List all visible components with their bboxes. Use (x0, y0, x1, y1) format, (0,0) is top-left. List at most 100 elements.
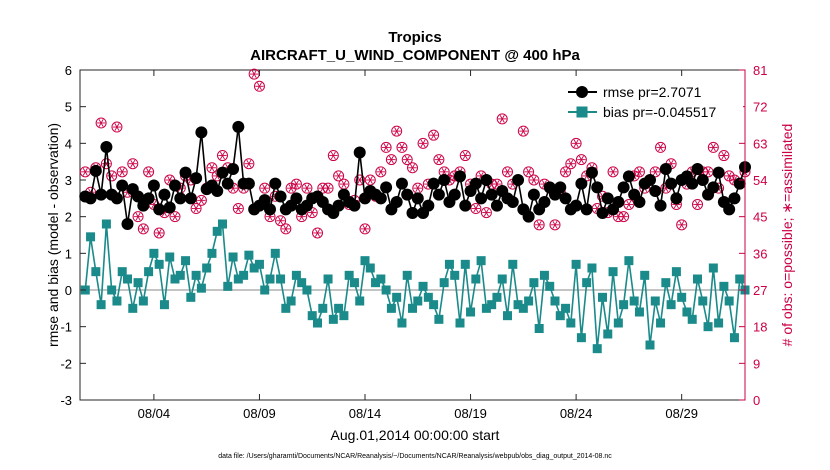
obs-assimilated-point (339, 180, 349, 188)
bias-point (508, 259, 518, 269)
obs-assimilated-point (608, 167, 618, 176)
bias-point (123, 274, 132, 284)
legend-bias-label: bias pr=-0.045517 (603, 104, 716, 120)
rmse-point (601, 192, 614, 205)
bias-point (239, 270, 249, 280)
rmse-point (480, 174, 493, 186)
bias-point (444, 259, 454, 269)
obs-assimilated-point (234, 204, 243, 213)
obs-assimilated-point (144, 167, 153, 176)
obs-assimilated-point (482, 208, 491, 217)
obs-possible-point (533, 219, 545, 231)
bias-point (376, 274, 386, 284)
bias-point (561, 303, 571, 313)
bias-point (392, 292, 402, 302)
bias-point (450, 270, 460, 280)
obs-possible-point (459, 150, 471, 162)
obs-possible-point (100, 158, 112, 170)
bias-point (703, 322, 713, 332)
rmse-point (469, 177, 482, 190)
obs-assimilated-point (550, 220, 560, 229)
obs-possible-point (253, 80, 265, 92)
bias-point (175, 270, 185, 280)
bias-point (497, 274, 507, 284)
y2-tick-label: 81 (753, 63, 767, 78)
rmse-point (649, 185, 662, 197)
obs-possible-point (417, 137, 429, 149)
obs-possible-point (433, 154, 445, 166)
bias-point (418, 281, 428, 291)
bias-point (624, 256, 634, 266)
obs-possible-point (707, 141, 719, 153)
x-tick-label: 08/24 (560, 406, 593, 421)
obs-possible-point (623, 198, 635, 210)
bias-point (534, 324, 544, 333)
rmse-point (707, 181, 720, 194)
obs-assimilated-point (693, 200, 702, 209)
rmse-point (227, 163, 240, 175)
rmse-point (132, 190, 145, 203)
y-tick-label: 6 (65, 63, 72, 78)
bias-point (344, 270, 354, 280)
bias-point (524, 296, 534, 306)
obs-possible-point (570, 137, 582, 149)
rmse-point (728, 192, 741, 205)
obs-possible-point (470, 203, 482, 215)
rmse-point (390, 196, 403, 208)
obs-assimilated-point (207, 163, 217, 172)
obs-possible-point (132, 211, 144, 223)
rmse-point (490, 199, 503, 212)
bias-point (592, 344, 602, 354)
rmse-point (506, 196, 519, 208)
bias-point (96, 300, 106, 310)
rmse-point (554, 181, 567, 194)
plot-area (79, 69, 746, 401)
bias-point (518, 303, 528, 313)
x-axis-label: Aug.01,2014 00:00:00 start (331, 427, 500, 443)
rmse-point (570, 199, 583, 212)
bias-point (144, 267, 154, 277)
obs-assimilated-point (313, 229, 322, 237)
rmse-point (110, 192, 123, 205)
bias-point (539, 270, 549, 280)
bias-point (682, 307, 692, 317)
obs-assimilated-point (434, 155, 444, 164)
obs-assimilated-point (624, 200, 634, 209)
bias-point (101, 219, 111, 229)
bias-point (408, 303, 417, 313)
obs-possible-point (607, 166, 619, 178)
rmse-point (406, 207, 419, 219)
obs-assimilated-point (408, 163, 417, 172)
bias-point (603, 329, 613, 339)
obs-assimilated-point (329, 151, 338, 160)
rmse-point (147, 179, 160, 192)
obs-assimilated-point (81, 167, 90, 176)
bias-point (254, 259, 264, 269)
x-tick-label: 08/29 (665, 406, 698, 421)
rmse-point (633, 196, 646, 208)
bias-point (629, 296, 639, 306)
bias-point (471, 274, 481, 284)
rmse-point (559, 192, 572, 205)
rmse-point (691, 163, 704, 175)
rmse-point (591, 181, 604, 194)
obs-assimilated-point (366, 176, 375, 184)
bias-point (439, 278, 449, 288)
bias-point (619, 300, 629, 310)
obs-possible-point (380, 141, 392, 153)
rmse-point (380, 181, 393, 194)
bias-point (656, 318, 666, 328)
obs-assimilated-point (286, 184, 296, 193)
rmse-point (422, 199, 435, 212)
obs-assimilated-point (191, 204, 201, 213)
obs-assimilated-point (651, 167, 660, 176)
obs-possible-point (206, 162, 218, 174)
bias-point (191, 270, 201, 280)
rmse-point (242, 177, 255, 190)
y2-tick-label: 36 (753, 246, 767, 261)
obs-possible-point (354, 174, 366, 186)
obs-assimilated-point (656, 143, 665, 152)
obs-assimilated-point (461, 151, 470, 160)
obs-assimilated-point (577, 155, 586, 164)
bias-point (381, 285, 391, 295)
